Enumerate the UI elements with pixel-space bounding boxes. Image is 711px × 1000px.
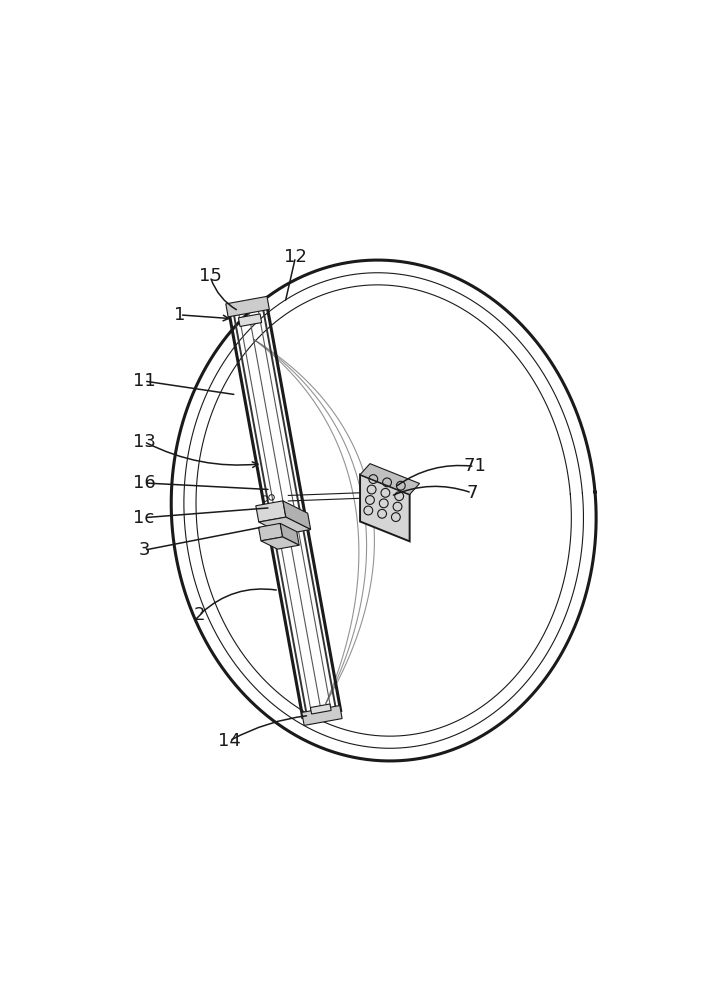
Text: 71: 71 <box>463 457 486 475</box>
Polygon shape <box>238 314 262 326</box>
Text: 12: 12 <box>284 248 307 266</box>
Text: 1c: 1c <box>134 509 154 527</box>
Text: 3: 3 <box>138 541 150 559</box>
Text: 15: 15 <box>198 267 222 285</box>
Polygon shape <box>360 464 419 495</box>
Polygon shape <box>360 475 410 541</box>
Text: 2: 2 <box>193 606 205 624</box>
Text: 14: 14 <box>218 732 241 750</box>
Polygon shape <box>261 537 299 549</box>
Polygon shape <box>280 523 299 545</box>
Polygon shape <box>259 523 283 541</box>
Polygon shape <box>256 501 286 522</box>
Text: 13: 13 <box>132 433 156 451</box>
Text: 7: 7 <box>466 484 478 502</box>
Text: 1: 1 <box>174 306 186 324</box>
Text: 16: 16 <box>133 474 155 492</box>
Polygon shape <box>283 501 311 530</box>
Text: 11: 11 <box>133 372 155 390</box>
Polygon shape <box>301 706 342 725</box>
Polygon shape <box>311 704 331 714</box>
Polygon shape <box>259 517 311 534</box>
Polygon shape <box>226 296 269 317</box>
